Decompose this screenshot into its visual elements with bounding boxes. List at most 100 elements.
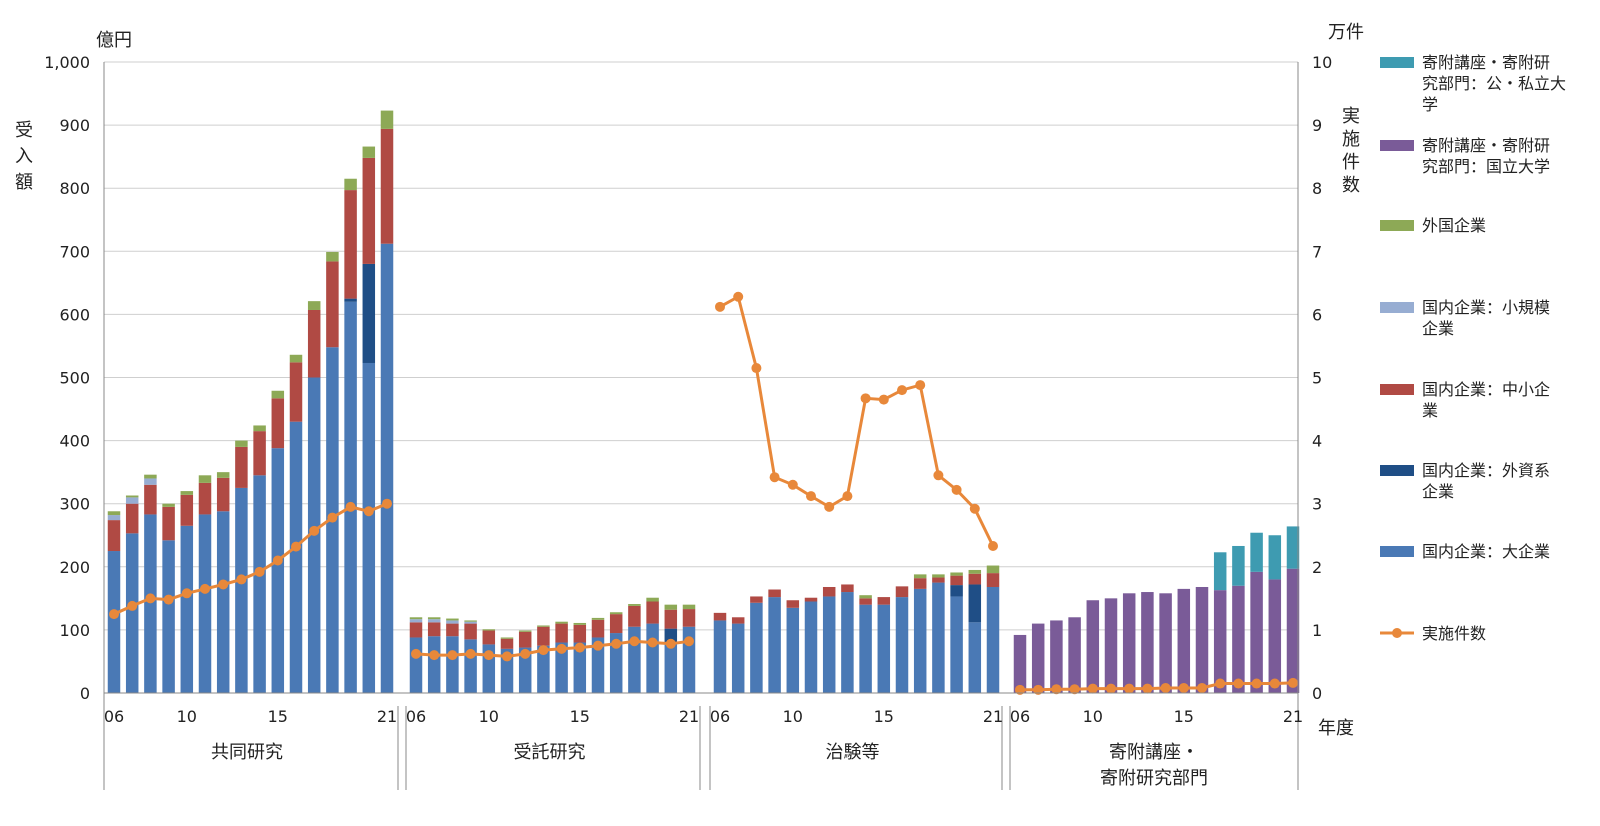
right-tick-label: 9 [1312, 116, 1322, 135]
count-line [719, 294, 995, 547]
count-point [1288, 677, 1298, 688]
count-point [163, 594, 174, 605]
bar-sme [427, 622, 441, 637]
bar-foreign [144, 474, 157, 479]
bar-sme [144, 484, 157, 515]
bar-foreign [180, 491, 194, 495]
count-point [629, 636, 640, 647]
legend-swatch [1380, 57, 1414, 68]
bar-foreign [591, 617, 605, 620]
bar-foreign [932, 574, 945, 578]
legend-swatch [1380, 465, 1414, 476]
left-tick-label: 800 [59, 179, 90, 198]
right-tick-label: 3 [1312, 495, 1322, 514]
legend-label: 学 [1422, 95, 1438, 114]
bar-sme [628, 605, 641, 627]
bar-sme [731, 617, 745, 624]
bar-fcap [362, 263, 376, 363]
bar-foreign [307, 301, 321, 310]
x-tick-label: 06 [710, 707, 730, 726]
bar-sme [125, 503, 139, 534]
bar-large [180, 525, 194, 693]
bar-foreign [537, 625, 550, 627]
count-point [502, 651, 512, 662]
bar-sme [895, 586, 909, 598]
bar-foreign [628, 604, 641, 606]
bar-sme [750, 596, 763, 603]
bar-sme [646, 601, 659, 624]
left-tick-label: 700 [59, 242, 90, 261]
bar-foreign [859, 595, 872, 599]
right-axis-label-char: 実 [1342, 106, 1360, 127]
count-point [733, 291, 744, 302]
bar-large [841, 592, 854, 693]
bar-nat [1122, 593, 1136, 693]
bar-foreign [216, 472, 230, 478]
bar-foreign [344, 178, 357, 191]
bar-sme [235, 446, 248, 488]
left-tick-label: 600 [59, 305, 90, 324]
bar-large [289, 421, 303, 693]
bar-nat [1286, 568, 1300, 693]
bar-large [144, 514, 157, 693]
bar-large [271, 448, 285, 693]
bar-sme [464, 623, 477, 640]
bar-large [518, 647, 532, 693]
bar-sme [253, 431, 266, 476]
bar-foreign [986, 565, 1000, 574]
bar-sme [107, 520, 121, 552]
right-axis-unit: 万件 [1328, 22, 1364, 43]
count-point [363, 506, 374, 517]
count-point [1142, 683, 1153, 694]
bar-large [125, 533, 139, 693]
count-point [309, 525, 320, 536]
group-label: 治験等 [826, 742, 880, 763]
legend-label: 企業 [1422, 319, 1454, 338]
bar-foreign [500, 637, 514, 639]
bar-foreign [162, 503, 175, 507]
bar-sme [573, 624, 587, 643]
count-point [327, 512, 338, 523]
count-point [218, 579, 229, 590]
legend-swatch [1380, 384, 1414, 395]
count-point [556, 643, 567, 654]
bar-sme [913, 578, 927, 589]
count-point [593, 640, 603, 651]
count-point [465, 648, 476, 659]
bar-sme [409, 622, 423, 638]
bar-large [235, 487, 248, 693]
x-tick-label: 15 [268, 707, 288, 726]
axes: 0 100 200 300 400 500 600 700 800 900 1,000 0 1 2 3 4 5 6… [44, 53, 1332, 790]
legend: 寄附講座・寄附研究部門：公・私立大学寄附講座・寄附研究部門：国立大学外国企業国内… [1380, 53, 1566, 643]
bar-foreign [482, 629, 496, 631]
legend-label: 究部門：公・私立大 [1422, 74, 1566, 93]
bar-small [427, 619, 441, 623]
x-tick-label: 15 [1174, 707, 1194, 726]
bar-nat [1050, 620, 1063, 693]
count-point [291, 541, 301, 552]
bar-sme [877, 597, 891, 605]
legend-swatch-marker [1392, 628, 1402, 638]
x-tick-label: 21 [679, 707, 699, 726]
right-tick-label: 8 [1312, 179, 1322, 198]
bar-large [859, 604, 872, 693]
count-point [200, 583, 210, 594]
bar-foreign [555, 621, 568, 624]
count-point [933, 470, 944, 481]
bar-sme [986, 573, 1000, 587]
bar-small [446, 620, 459, 624]
x-tick-label: 21 [377, 707, 397, 726]
legend-label: 国内企業：外資系 [1422, 461, 1550, 480]
count-point [272, 555, 283, 566]
bar-large [968, 622, 982, 693]
legend-label: 企業 [1422, 482, 1454, 501]
legend-label: 寄附講座・寄附研 [1422, 136, 1550, 155]
count-point [1233, 678, 1244, 689]
bar-sme [822, 586, 836, 597]
right-axis-label-char: 件 [1342, 152, 1360, 173]
count-lines [109, 291, 1298, 695]
bar-pub [1268, 535, 1282, 580]
bar-sme [555, 623, 568, 643]
count-point [520, 648, 531, 659]
